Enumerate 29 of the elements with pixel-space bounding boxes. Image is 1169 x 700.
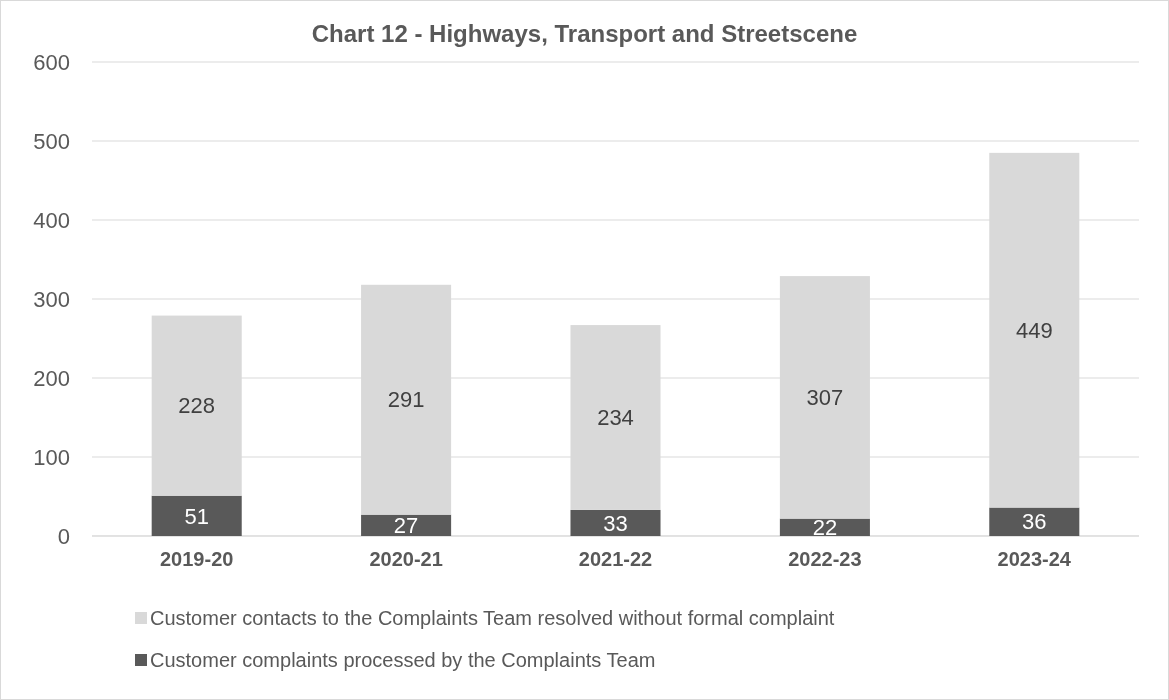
bar: [570, 509, 661, 536]
x-tick-label: 2022-23: [788, 548, 862, 570]
data-label: 449: [1015, 317, 1053, 343]
data-label: 51: [184, 503, 209, 529]
y-tick-label: 400: [33, 207, 70, 233]
y-tick-label: 0: [57, 523, 70, 549]
data-label: 22: [812, 515, 838, 541]
data-label: 228: [178, 393, 216, 419]
bar: [151, 495, 242, 536]
data-label: 291: [387, 387, 425, 413]
data-label: 27: [393, 513, 419, 539]
y-tick-label: 300: [33, 286, 70, 312]
bar: [989, 507, 1080, 536]
x-tick-label: 2023-24: [997, 548, 1072, 570]
legend-label: Customer complaints processed by the Complaints Team: [150, 649, 656, 671]
x-tick-label: 2019-20: [160, 548, 234, 570]
x-tick-label: 2020-21: [369, 548, 443, 570]
y-tick-label: 500: [33, 128, 70, 154]
y-tick-label: 200: [33, 365, 70, 391]
y-tick-label: 100: [33, 444, 70, 470]
data-label: 33: [603, 510, 628, 536]
chart-title: Chart 12 - Highways, Transport and Streetscene: [311, 20, 858, 47]
data-label: 36: [1022, 509, 1047, 535]
bar: [361, 514, 452, 536]
x-tick-label: 2021-22: [578, 548, 653, 570]
legend-label: Customer contacts to the Complaints Team resolved without formal complaint: [150, 607, 835, 629]
data-label: 234: [597, 405, 634, 431]
y-tick-label: 600: [33, 49, 70, 75]
data-label: 307: [806, 385, 844, 411]
